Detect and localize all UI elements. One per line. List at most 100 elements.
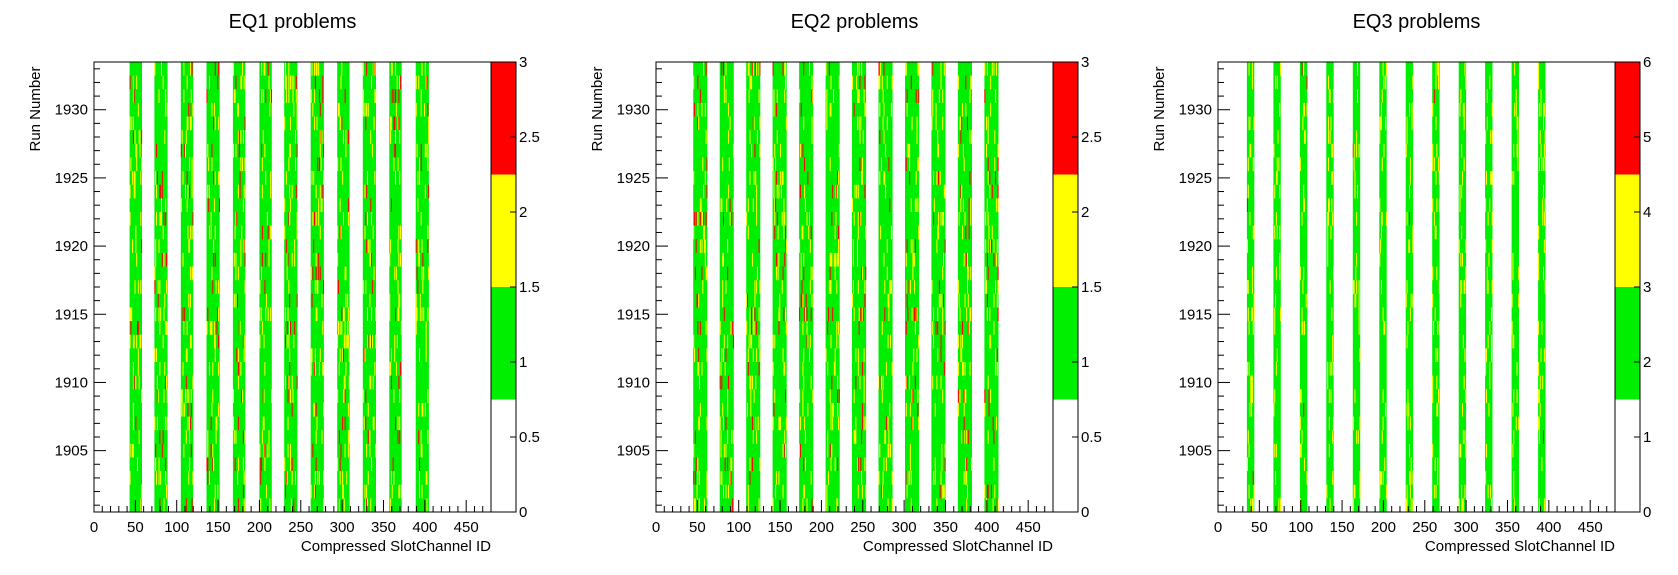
- cell-value-2: [804, 430, 806, 444]
- cell-value-2: [1359, 348, 1361, 362]
- cell-value-2: [241, 225, 243, 240]
- cell-value-2: [1275, 171, 1277, 185]
- cell-value-2: [237, 471, 239, 485]
- cell-value-2: [140, 171, 142, 185]
- cell-value-2: [290, 443, 292, 458]
- cell-value-2: [340, 225, 342, 240]
- cell-value-2: [1462, 102, 1464, 117]
- cell-value-3: [391, 89, 393, 103]
- cell-value-2: [995, 348, 997, 362]
- cell-value-2: [1432, 198, 1434, 212]
- cell-value-2: [314, 62, 315, 76]
- cell-value-2: [342, 130, 344, 144]
- x-tick-label: 150: [1330, 519, 1355, 536]
- cell-value-2: [362, 102, 364, 117]
- cell-value-2: [751, 375, 753, 390]
- colorbar-tick-label: 0: [519, 504, 527, 521]
- cell-value-2: [427, 430, 429, 444]
- cell-value-2: [1380, 471, 1382, 485]
- cell-value-2: [693, 225, 695, 240]
- cell-value-2: [1299, 266, 1301, 281]
- cell-value-2: [853, 307, 855, 322]
- cell-value-2: [722, 348, 724, 362]
- cell-value-2: [751, 143, 753, 158]
- heatmap-cells: [129, 62, 430, 512]
- cell-value-2: [908, 143, 910, 158]
- cell-value-2: [315, 184, 317, 199]
- cell-value-2: [1303, 266, 1305, 281]
- cell-value-2: [373, 116, 375, 131]
- cell-value-3: [804, 307, 806, 322]
- cell-value-2: [918, 416, 920, 431]
- cell-value-2: [988, 239, 990, 253]
- cell-value-2: [837, 184, 839, 199]
- cell-value-3: [810, 307, 812, 322]
- cell-value-2: [184, 389, 186, 403]
- cell-value-2: [181, 130, 183, 144]
- cell-value-2: [756, 130, 758, 144]
- cell-value-2: [1461, 402, 1463, 417]
- cell-value-2: [1246, 239, 1248, 253]
- cell-value-3: [288, 212, 290, 226]
- cell-value-2: [990, 334, 992, 349]
- cell-value-2: [703, 225, 705, 240]
- cell-value-2: [1280, 498, 1282, 512]
- cell-value-2: [268, 75, 270, 90]
- cell-value-2: [834, 348, 836, 362]
- cell-value-2: [400, 321, 402, 335]
- cell-value-2: [130, 443, 132, 458]
- cell-value-2: [140, 334, 142, 349]
- cell-value-2: [367, 402, 369, 417]
- cell-value-2: [186, 348, 188, 362]
- cell-value-2: [339, 348, 341, 362]
- cell-value-2: [995, 198, 997, 212]
- cell-value-2: [1273, 402, 1275, 417]
- cell-value-2: [1518, 416, 1520, 431]
- cell-value-2: [1277, 130, 1279, 144]
- cell-value-3: [286, 321, 288, 335]
- cell-value-2: [834, 266, 836, 281]
- cell-value-2: [1356, 430, 1358, 444]
- cell-value-2: [345, 130, 347, 144]
- cell-value-3: [218, 334, 220, 349]
- cell-value-2: [343, 389, 345, 403]
- cell-value-2: [1383, 143, 1385, 158]
- cell-value-3: [938, 171, 940, 185]
- cell-value-3: [969, 171, 971, 185]
- cell-value-2: [314, 484, 315, 499]
- cell-value-2: [830, 252, 832, 267]
- cell-value-2: [997, 280, 999, 294]
- cell-value-2: [182, 402, 184, 417]
- cell-value-3: [775, 171, 777, 185]
- cell-value-3: [161, 252, 163, 267]
- cell-value-3: [165, 212, 167, 226]
- cell-value-2: [1434, 307, 1436, 322]
- cell-value-2: [181, 389, 183, 403]
- cell-value-2: [831, 443, 833, 458]
- cell-value-2: [1464, 62, 1466, 76]
- cell-value-2: [732, 198, 734, 212]
- cell-value-2: [347, 307, 349, 322]
- cell-value-2: [1490, 307, 1492, 322]
- cell-value-2: [837, 498, 839, 512]
- cell-value-2: [1407, 321, 1409, 335]
- cell-value-3: [373, 62, 375, 76]
- cell-value-2: [752, 430, 754, 444]
- cell-value-2: [971, 75, 973, 90]
- cell-value-2: [830, 416, 832, 431]
- cell-value-2: [155, 171, 157, 185]
- cell-value-2: [1459, 198, 1461, 212]
- cell-value-2: [991, 62, 993, 76]
- cell-value-2: [321, 198, 323, 212]
- cell-value-3: [427, 102, 429, 117]
- cell-value-2: [343, 334, 345, 349]
- cell-value-2: [837, 252, 839, 267]
- cell-value-3: [962, 430, 964, 444]
- cell-value-2: [428, 266, 430, 281]
- x-tick-label: 450: [454, 519, 479, 536]
- cell-value-2: [417, 171, 419, 185]
- cell-value-3: [285, 484, 287, 499]
- cell-value-2: [369, 252, 371, 267]
- cell-value-2: [362, 89, 364, 103]
- cell-value-2: [1407, 416, 1409, 431]
